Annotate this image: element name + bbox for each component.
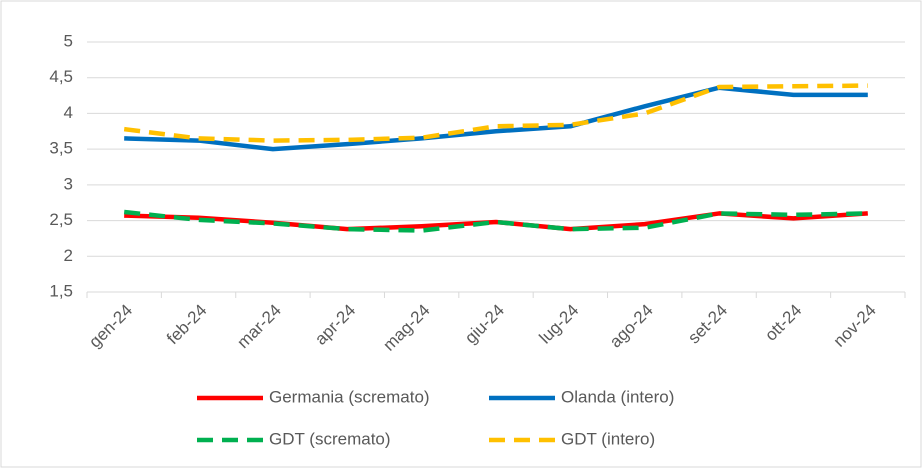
legend-label: GDT (scremato) bbox=[269, 429, 391, 448]
y-tick-label: 2,5 bbox=[49, 210, 73, 229]
y-tick-label: 4,5 bbox=[49, 67, 73, 86]
legend-label: Germania (scremato) bbox=[269, 387, 430, 406]
legend-label: GDT (intero) bbox=[561, 429, 655, 448]
series-line bbox=[124, 211, 868, 232]
y-tick-label: 4 bbox=[64, 103, 73, 122]
y-tick-label: 2 bbox=[64, 246, 73, 265]
series-line bbox=[124, 85, 868, 152]
series-line bbox=[123, 83, 868, 143]
y-tick-label: 1,5 bbox=[49, 281, 73, 300]
y-tick-label: 5 bbox=[64, 31, 73, 50]
legend-label: Olanda (intero) bbox=[561, 387, 674, 406]
y-tick-label: 3 bbox=[64, 174, 73, 193]
y-tick-label: 3,5 bbox=[49, 139, 73, 158]
